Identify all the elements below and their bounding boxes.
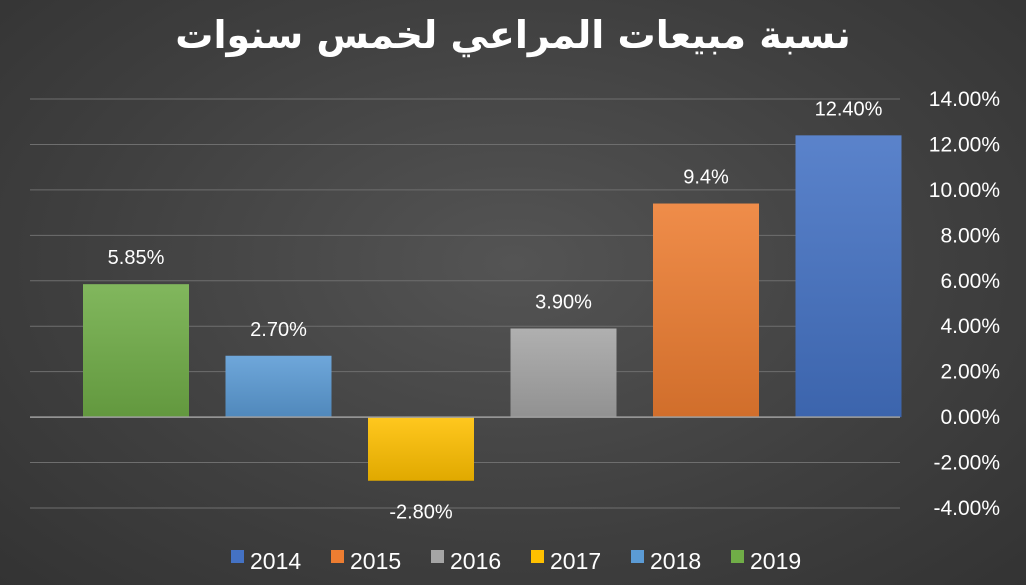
y-tick-label: 14.00%	[929, 88, 1000, 111]
data-label-2017: -2.80%	[389, 502, 453, 524]
bar-shade-2018	[225, 355, 332, 418]
legend-label-2014: 2014	[250, 548, 301, 574]
data-labels: 5.85% 2.70% -2.80% 3.90% 9.4% 12.40%	[108, 98, 883, 523]
bar-shade-2019	[83, 284, 189, 418]
bar-shade-2014	[795, 135, 902, 418]
legend-label-2019: 2019	[750, 548, 801, 574]
data-label-2016: 3.90%	[535, 291, 592, 313]
legend-swatch-2015	[331, 550, 344, 563]
data-label-2015: 9.4%	[683, 167, 729, 189]
y-tick-label: 2.00%	[940, 361, 1000, 384]
legend-label-2016: 2016	[450, 548, 501, 574]
y-tick-label: 6.00%	[940, 270, 1000, 293]
legend-label-2015: 2015	[350, 548, 401, 574]
data-label-2014: 12.40%	[815, 98, 883, 120]
legend-swatch-2014	[231, 550, 244, 563]
bars	[83, 135, 902, 481]
bar-shade-2017	[368, 417, 474, 481]
y-tick-label: 8.00%	[940, 224, 1000, 247]
legend-swatch-2019	[731, 550, 744, 563]
y-tick-label: 12.00%	[929, 133, 1000, 156]
bar-shade-2016	[510, 328, 617, 418]
y-tick-label: 0.00%	[940, 406, 1000, 429]
bar-shade-2015	[653, 203, 759, 418]
legend-swatch-2016	[431, 550, 444, 563]
legend-label-2017: 2017	[550, 548, 601, 574]
y-axis-tick-labels: 14.00% 12.00% 10.00% 8.00% 6.00% 4.00% 2.00% 0.…	[929, 88, 1000, 520]
chart-title: نسبة مبيعات المراعي لخمس سنوات	[175, 13, 850, 57]
legend: 2014 2015 2016 2017 2018 2019	[231, 548, 801, 574]
data-label-2018: 2.70%	[250, 319, 307, 341]
legend-label-2018: 2018	[650, 548, 701, 574]
y-tick-label: -2.00%	[933, 452, 1000, 475]
y-tick-label: -4.00%	[933, 497, 1000, 520]
legend-swatch-2017	[531, 550, 544, 563]
legend-swatch-2018	[631, 550, 644, 563]
data-label-2019: 5.85%	[108, 247, 165, 269]
y-tick-label: 4.00%	[940, 315, 1000, 338]
y-tick-label: 10.00%	[929, 179, 1000, 202]
